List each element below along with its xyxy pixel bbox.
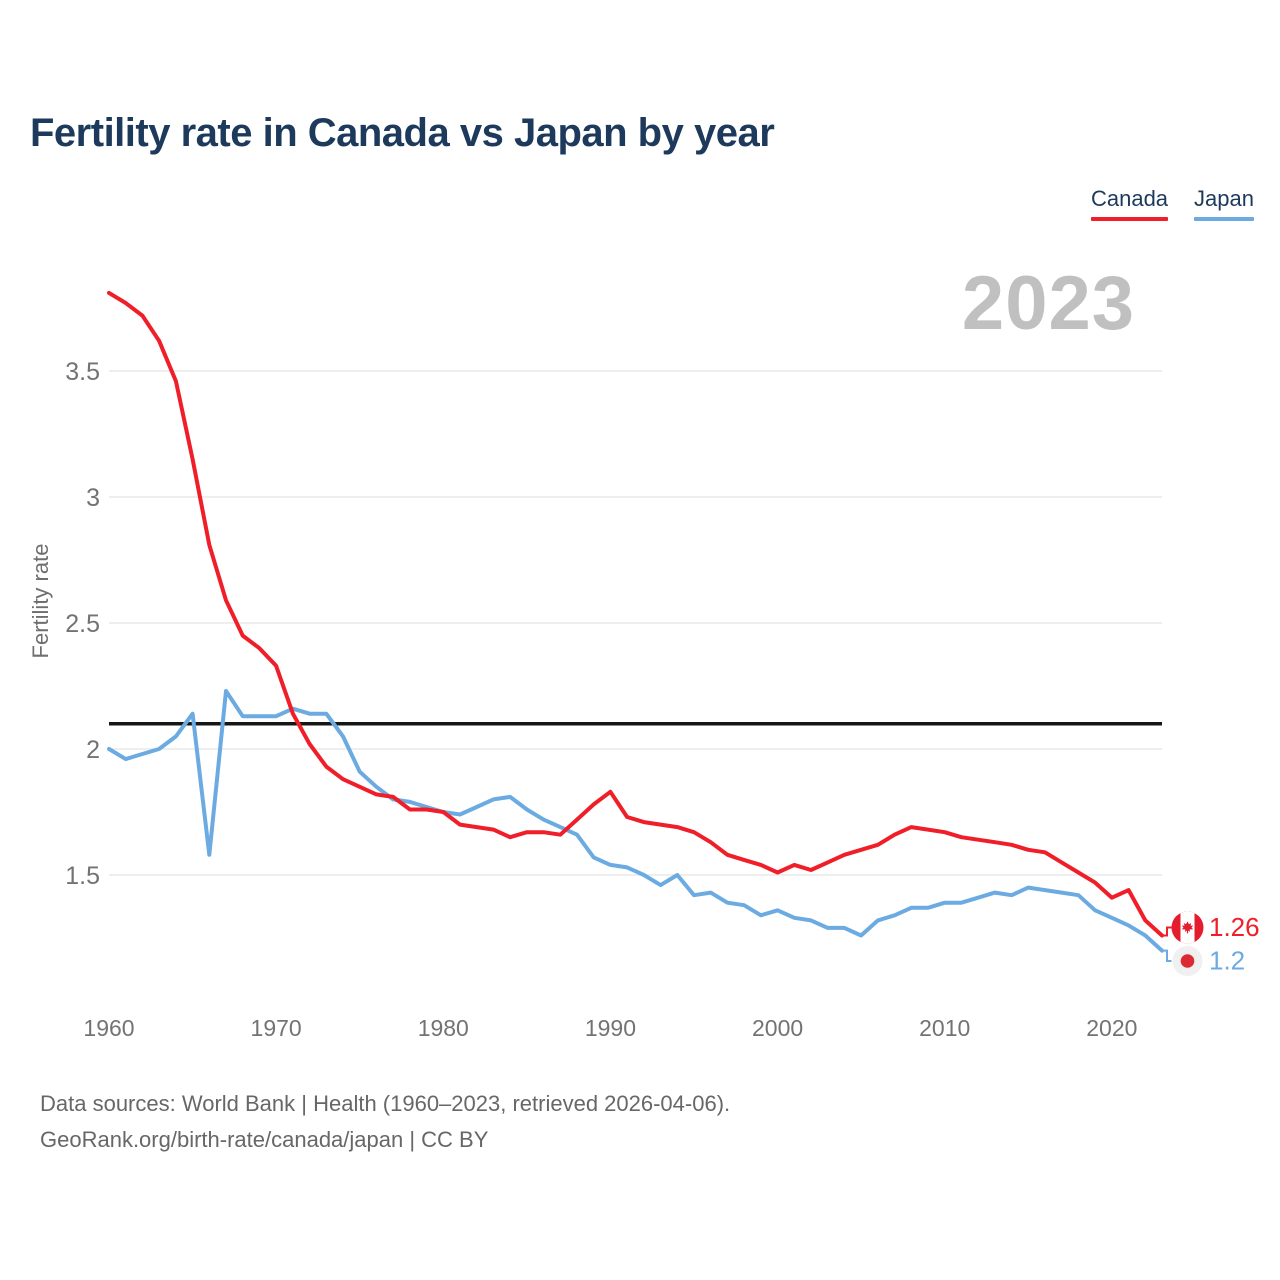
footer-attribution: GeoRank.org/birth-rate/canada/japan | CC… <box>40 1127 489 1153</box>
y-tick-label: 1.5 <box>65 862 100 890</box>
legend-item-canada[interactable]: Canada <box>1090 186 1169 221</box>
y-tick-label: 2.5 <box>65 610 100 638</box>
x-tick-label: 1990 <box>585 1015 636 1041</box>
legend: Canada Japan <box>1090 186 1254 221</box>
x-tick-label: 1980 <box>418 1015 469 1041</box>
maple-leaf-icon <box>1181 921 1194 934</box>
japan-connector <box>1162 949 1172 962</box>
footer-sources: Data sources: World Bank | Health (1960–… <box>40 1091 731 1116</box>
x-tick-label: 2010 <box>919 1015 970 1041</box>
legend-underline-japan <box>1194 217 1254 221</box>
y-tick-label: 2 <box>86 736 100 764</box>
japan-flag-icon <box>1172 946 1203 976</box>
x-tick-label: 1970 <box>251 1015 302 1041</box>
legend-label-canada[interactable]: Canada <box>1090 186 1169 211</box>
canada-connector <box>1162 926 1172 937</box>
x-tick-label: 2000 <box>752 1015 803 1041</box>
y-tick-label: 3.5 <box>65 358 100 386</box>
canada-flag-icon <box>1171 911 1204 944</box>
page-title: Fertility rate in Canada vs Japan by yea… <box>30 111 775 155</box>
watermark-year: 2023 <box>961 261 1135 346</box>
legend-label-japan[interactable]: Japan <box>1194 186 1254 211</box>
legend-underline-canada <box>1090 217 1169 221</box>
rising-sun-icon <box>1180 954 1195 968</box>
japan-line[interactable] <box>107 689 1164 953</box>
canada-end-value: 1.26 <box>1209 912 1260 942</box>
y-axis-title: Fertility rate <box>28 544 53 659</box>
x-tick-label: 1960 <box>83 1015 134 1041</box>
x-tick-label: 2020 <box>1086 1015 1137 1041</box>
footer: Data sources: World Bank | Health (1960–… <box>40 1086 730 1159</box>
y-tick-label: 3 <box>86 484 100 512</box>
legend-item-japan[interactable]: Japan <box>1194 186 1254 221</box>
japan-end-value: 1.2 <box>1209 946 1245 976</box>
canada-line[interactable] <box>107 290 1164 938</box>
